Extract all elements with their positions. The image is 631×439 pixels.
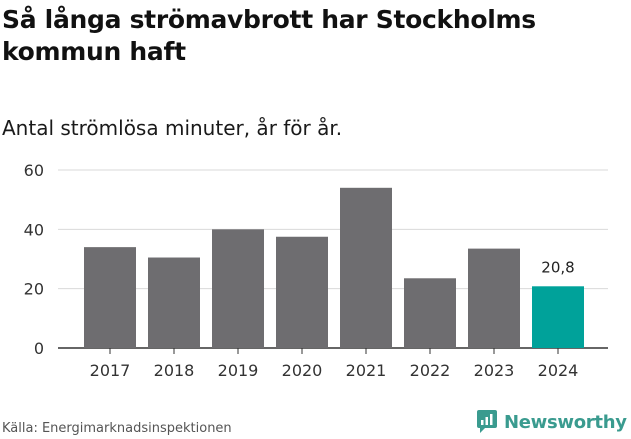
y-tick-label: 20 <box>24 280 44 299</box>
bar-2017 <box>84 247 136 348</box>
chart-title: Så långa strömavbrott har Stockholms kom… <box>2 5 536 66</box>
data-label: 20,8 <box>541 258 574 276</box>
x-tick-label: 2024 <box>538 361 579 380</box>
newsworthy-logo-icon <box>477 410 497 433</box>
grid-lines <box>58 169 608 349</box>
bar-2019 <box>212 229 264 348</box>
x-tick-label: 2017 <box>90 361 131 380</box>
brand-logo: Newsworthy <box>476 409 627 435</box>
chart-subtitle: Antal strömlösa minuter, år för år. <box>2 116 343 140</box>
x-tick-label: 2022 <box>410 361 451 380</box>
bar-2023 <box>468 248 520 348</box>
y-tick-label: 60 <box>24 161 44 180</box>
x-tick-labels: 2017 2018 2019 2020 2021 2022 2023 2024 <box>90 348 579 380</box>
x-tick-label: 2021 <box>346 361 387 380</box>
x-tick-label: 2018 <box>154 361 195 380</box>
bar-2020 <box>276 236 328 348</box>
data-labels: 20,8 <box>541 258 574 276</box>
bar-chart: 0 20 40 60 2017 2018 2019 2020 2021 2022 2023 2024… <box>24 161 608 380</box>
x-tick-label: 2020 <box>282 361 323 380</box>
bars <box>84 187 584 348</box>
bar-2024 <box>532 286 584 348</box>
bar-2021 <box>340 187 392 348</box>
y-tick-labels: 0 20 40 60 <box>24 161 44 358</box>
bar-2018 <box>148 257 200 348</box>
source-note: Källa: Energimarknadsinspektionen <box>2 421 232 436</box>
y-tick-label: 0 <box>34 339 44 358</box>
x-tick-label: 2019 <box>218 361 259 380</box>
brand-name: Newsworthy <box>504 411 627 433</box>
bar-2022 <box>404 278 456 348</box>
x-tick-label: 2023 <box>474 361 515 380</box>
y-tick-label: 40 <box>24 220 44 239</box>
